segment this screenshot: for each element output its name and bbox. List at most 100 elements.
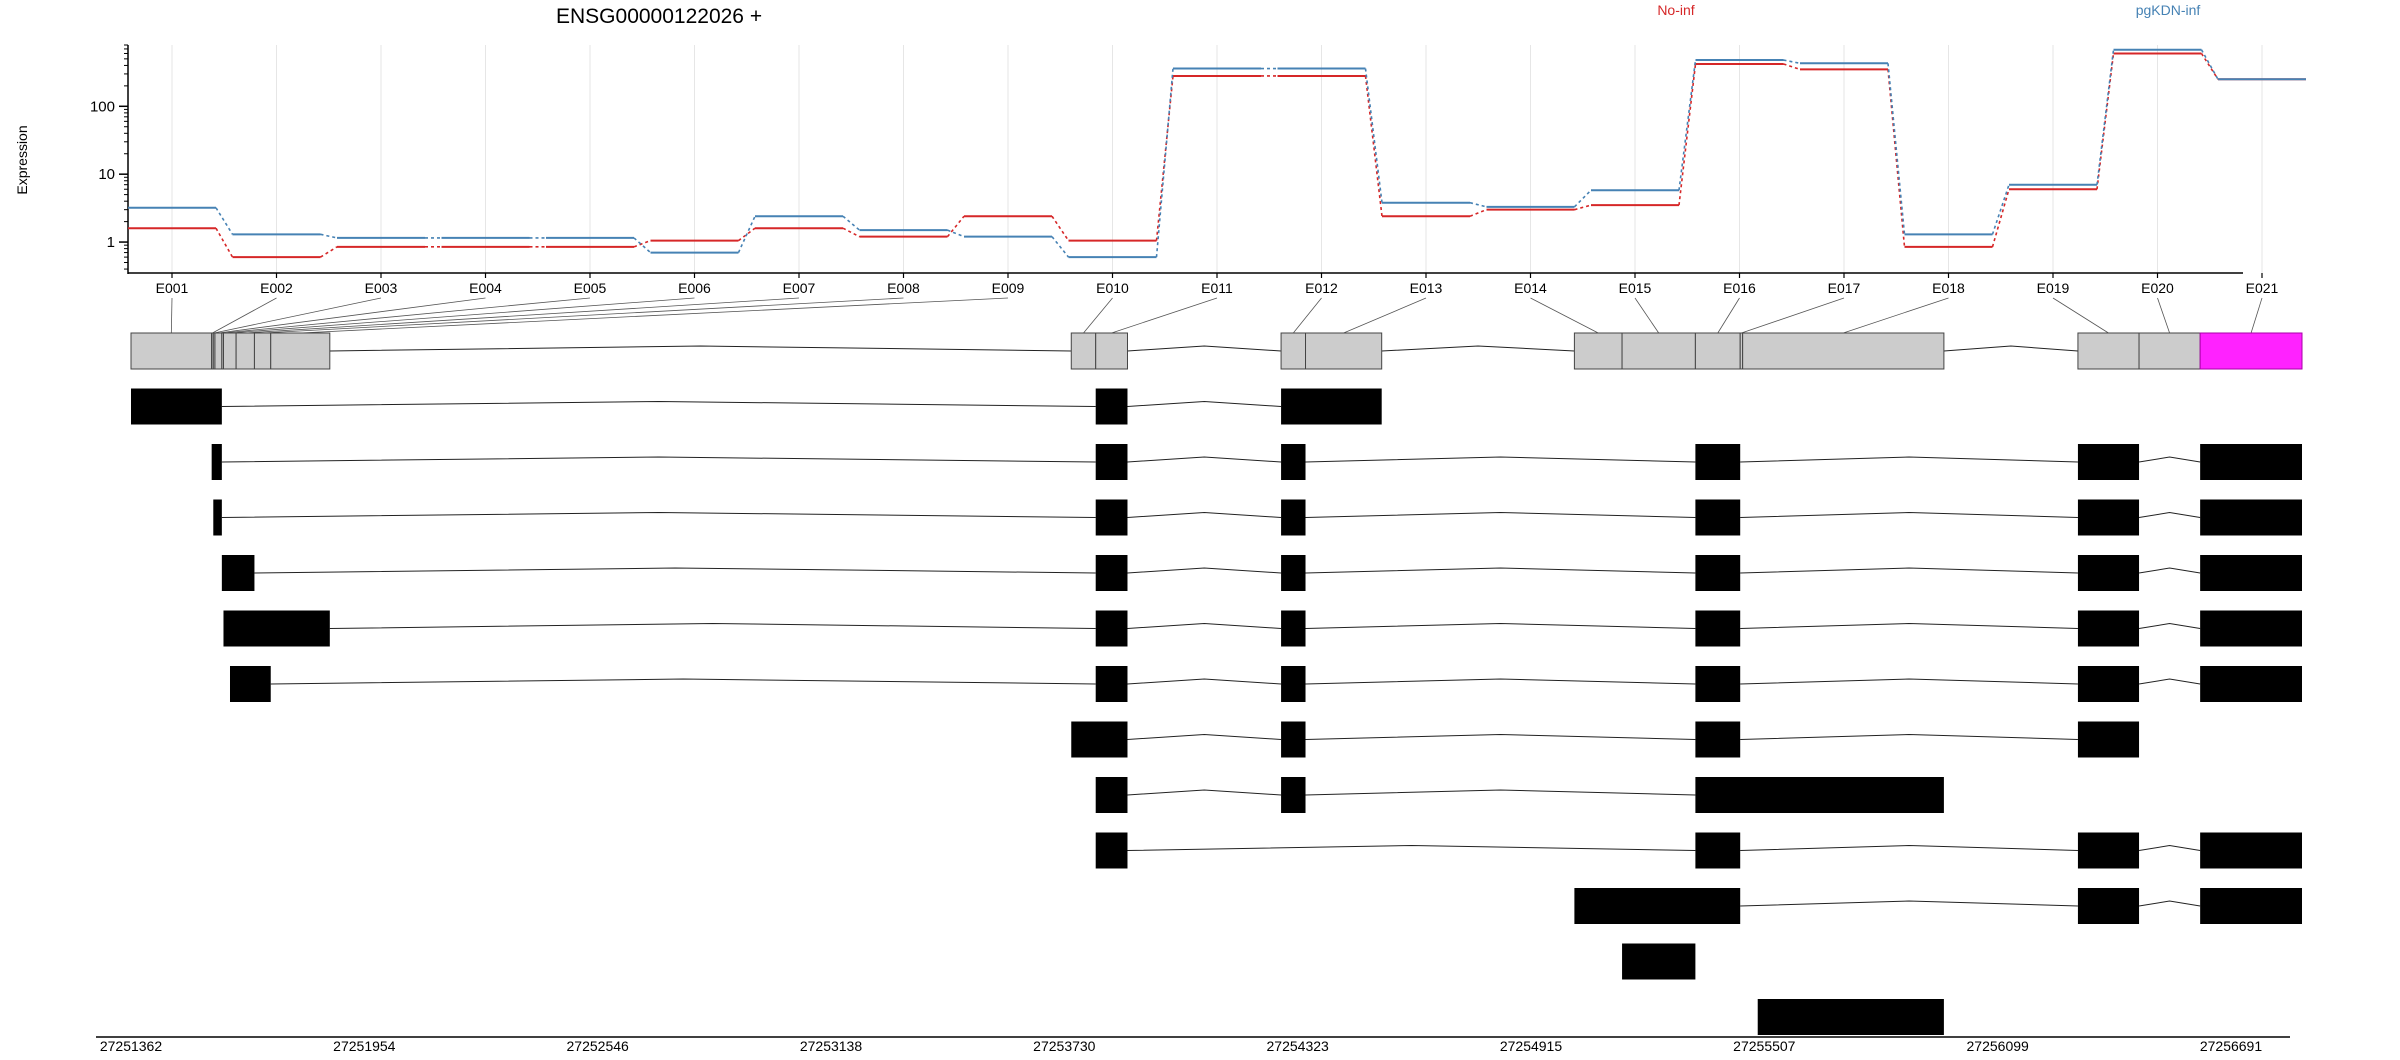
transcript-exon bbox=[2077, 610, 2140, 647]
series-pgkdn-inf-connector bbox=[1364, 68, 1383, 203]
intron-line bbox=[1127, 511, 1282, 518]
x-tick-label: E001 bbox=[156, 280, 189, 296]
chart-title: ENSG00000122026 + bbox=[556, 5, 762, 28]
intron-line bbox=[221, 511, 1096, 518]
exon-bin-e008 bbox=[253, 332, 272, 370]
series-pgkdn-inf-connector bbox=[1051, 236, 1070, 258]
transcript-exon bbox=[1095, 777, 1128, 813]
series-no-inf-connector bbox=[1991, 189, 2010, 248]
series-pgkdn-inf-connector bbox=[737, 215, 756, 253]
transcript-exon bbox=[2200, 610, 2302, 647]
transcript-exon bbox=[2077, 555, 2140, 591]
intron-line bbox=[1740, 844, 2078, 851]
series-lines bbox=[128, 48, 2306, 259]
bin-connector bbox=[1292, 297, 1322, 334]
transcript-exon bbox=[1695, 555, 1741, 591]
legend-entry-no-inf: No-inf bbox=[1657, 2, 1694, 18]
exon-bin-e010 bbox=[1070, 332, 1097, 370]
intron-line bbox=[1943, 345, 2078, 352]
intron-line bbox=[1127, 400, 1282, 407]
intron-line bbox=[1127, 345, 1282, 352]
bin-connector-lines bbox=[170, 297, 2263, 334]
intron-line bbox=[270, 678, 1096, 685]
x-tick-label: E005 bbox=[574, 280, 607, 296]
bin-connector bbox=[1530, 297, 1599, 334]
transcript-exon bbox=[2200, 444, 2302, 480]
intron-line bbox=[221, 456, 1096, 463]
intron-line bbox=[1740, 511, 2078, 518]
x-tick-label: E012 bbox=[1305, 280, 1338, 296]
intron-line bbox=[2138, 900, 2201, 907]
y-tick-label: 1 bbox=[107, 234, 115, 251]
transcript-row bbox=[221, 555, 2302, 591]
transcript-row bbox=[1071, 721, 2140, 758]
series-pgkdn-inf-connector bbox=[320, 233, 338, 239]
x-tick-label: E008 bbox=[887, 280, 920, 296]
bin-connector bbox=[2250, 297, 2263, 334]
bin-connector bbox=[1634, 297, 1660, 334]
transcript-exon bbox=[221, 555, 255, 591]
gene-model-track bbox=[130, 332, 2303, 370]
transcript-exon bbox=[1095, 666, 1128, 702]
series-no-inf-connector bbox=[2200, 53, 2219, 80]
coordinate-tick-label: 27253730 bbox=[1033, 1038, 1096, 1054]
x-tick-label: E019 bbox=[2037, 280, 2070, 296]
transcript-exon bbox=[1695, 666, 1741, 702]
series-no-inf-connector bbox=[1783, 63, 1801, 71]
x-tick-label: E014 bbox=[1514, 280, 1547, 296]
bin-connector bbox=[222, 297, 591, 334]
transcript-exon bbox=[2200, 832, 2302, 869]
legend-entry-pgkdn-inf: pgKDN-inf bbox=[2136, 2, 2201, 18]
intron-line bbox=[1305, 733, 1696, 740]
transcript-row bbox=[223, 610, 2302, 647]
transcript-row bbox=[229, 666, 2302, 702]
transcript-exon bbox=[2077, 444, 2140, 480]
intron-line bbox=[1127, 678, 1282, 685]
intron-line bbox=[2138, 678, 2201, 685]
x-tick-label: E002 bbox=[260, 280, 293, 296]
series-no-inf-connector bbox=[633, 239, 651, 248]
bin-connector bbox=[1741, 297, 1845, 334]
x-tick-label: E015 bbox=[1619, 280, 1652, 296]
exon-bin-e014 bbox=[1573, 332, 1623, 370]
exon-bin-e016 bbox=[1694, 332, 1741, 370]
series-pgkdn-inf-connector bbox=[1887, 63, 1906, 235]
series-pgkdn-inf-connector bbox=[633, 237, 652, 254]
series-no-inf-connector bbox=[946, 215, 965, 238]
transcript-row bbox=[211, 444, 2302, 480]
exon-bin-e015 bbox=[1621, 332, 1696, 370]
series-pgkdn-inf-connector bbox=[1469, 201, 1487, 208]
bin-connector bbox=[1111, 297, 1218, 334]
genomic-coordinate-axis: 27251362 27251954 27252546 27253138 27253730… bbox=[96, 1036, 2290, 1054]
transcript-exon bbox=[1281, 388, 1382, 425]
intron-line bbox=[1127, 789, 1282, 796]
series-pgkdn-inf-connector bbox=[947, 229, 965, 238]
coordinate-tick-label: 27255507 bbox=[1733, 1038, 1796, 1054]
transcript-row bbox=[131, 388, 1382, 425]
x-tick-label: E003 bbox=[365, 280, 398, 296]
transcript-exon bbox=[1095, 388, 1128, 425]
x-tick-label: E007 bbox=[783, 280, 816, 296]
series-no-inf-connector bbox=[1051, 215, 1070, 242]
coordinate-tick-label: 27254323 bbox=[1267, 1038, 1330, 1054]
exon-bin-e011 bbox=[1095, 332, 1128, 370]
transcript-exon bbox=[1095, 610, 1128, 647]
bin-connector bbox=[212, 297, 277, 334]
intron-line bbox=[1305, 456, 1696, 463]
x-tick-label: E017 bbox=[1828, 280, 1861, 296]
series-no-inf-connector bbox=[842, 227, 860, 238]
series-no-inf-connector bbox=[215, 227, 234, 258]
transcript-exon bbox=[1281, 444, 1306, 480]
intron-line bbox=[254, 567, 1096, 574]
x-tick-label: E010 bbox=[1096, 280, 1129, 296]
transcript-exon bbox=[1281, 721, 1306, 758]
intron-line bbox=[1740, 678, 2078, 685]
series-pgkdn-inf-connector bbox=[1155, 68, 1174, 258]
intron-line bbox=[1127, 622, 1282, 629]
intron-line bbox=[1740, 456, 2078, 463]
bin-connector bbox=[2157, 297, 2170, 334]
series-pgkdn-inf-connector bbox=[842, 215, 861, 231]
transcript-exon bbox=[1281, 555, 1306, 591]
exon-bin-e020 bbox=[2138, 332, 2201, 370]
transcript-exon bbox=[2077, 888, 2140, 924]
